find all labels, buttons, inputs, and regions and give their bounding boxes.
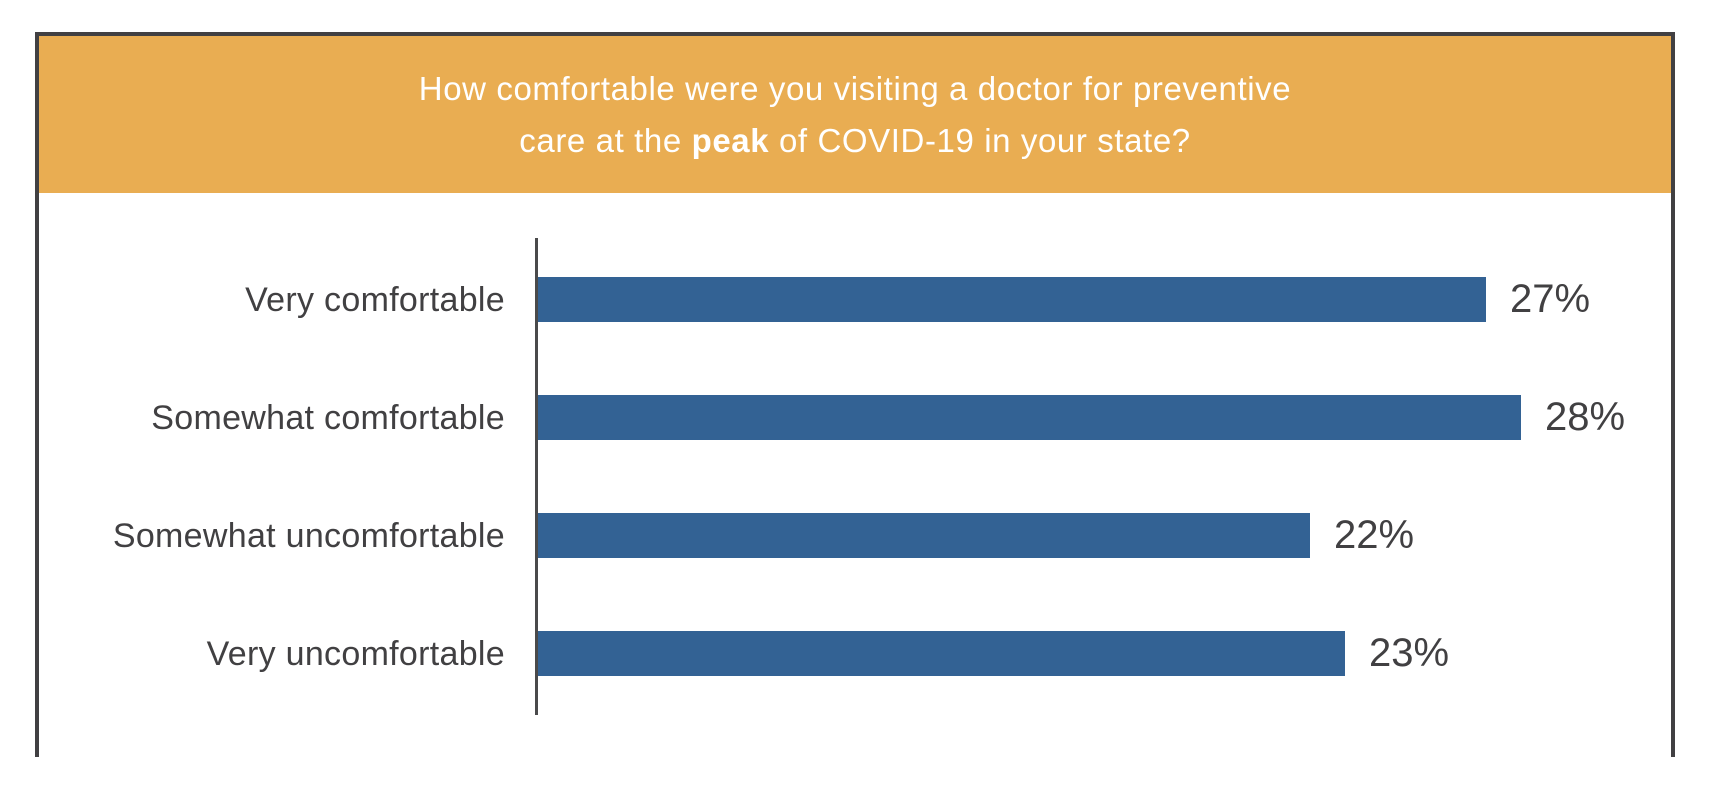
- plot-area: Very comfortable 27% Somewhat comfortabl…: [39, 193, 1671, 757]
- chart-title-line2-bold: peak: [691, 121, 770, 159]
- chart-card: How comfortable were you visiting a doct…: [35, 32, 1675, 757]
- bar: [538, 277, 1486, 322]
- category-label: Somewhat uncomfortable: [112, 517, 505, 555]
- bar-row: Somewhat uncomfortable 22%: [39, 513, 1671, 558]
- chart-title-line2-prefix: care at the: [519, 121, 692, 159]
- bar: [538, 631, 1345, 676]
- category-label: Very uncomfortable: [206, 635, 505, 673]
- category-label: Somewhat comfortable: [151, 399, 505, 437]
- bar-row: Somewhat comfortable 28%: [39, 395, 1671, 440]
- chart-title-line2-suffix: of COVID-19 in your state?: [769, 121, 1191, 159]
- bar-row: Very uncomfortable 23%: [39, 631, 1671, 676]
- bar-row: Very comfortable 27%: [39, 277, 1671, 322]
- value-label: 23%: [1369, 631, 1450, 675]
- chart-title-band: How comfortable were you visiting a doct…: [39, 36, 1671, 193]
- y-axis-line: [535, 238, 538, 715]
- value-label: 27%: [1510, 277, 1591, 321]
- chart-title-line1: How comfortable were you visiting a doct…: [418, 69, 1292, 107]
- bar: [538, 513, 1310, 558]
- chart-title-line2: care at the peak of COVID-19 in your sta…: [519, 115, 1190, 167]
- bar: [538, 395, 1521, 440]
- value-label: 28%: [1545, 395, 1626, 439]
- category-label: Very comfortable: [245, 281, 505, 319]
- value-label: 22%: [1334, 513, 1415, 557]
